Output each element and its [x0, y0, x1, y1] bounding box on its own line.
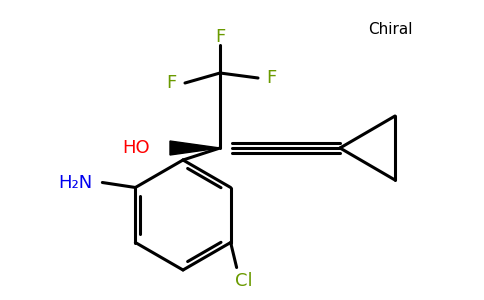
Text: H₂N: H₂N [58, 173, 92, 191]
Text: Chiral: Chiral [368, 22, 412, 37]
Polygon shape [170, 141, 220, 155]
Text: F: F [215, 28, 225, 46]
Text: Cl: Cl [235, 272, 253, 290]
Text: HO: HO [122, 139, 150, 157]
Text: F: F [266, 69, 276, 87]
Text: F: F [167, 74, 177, 92]
